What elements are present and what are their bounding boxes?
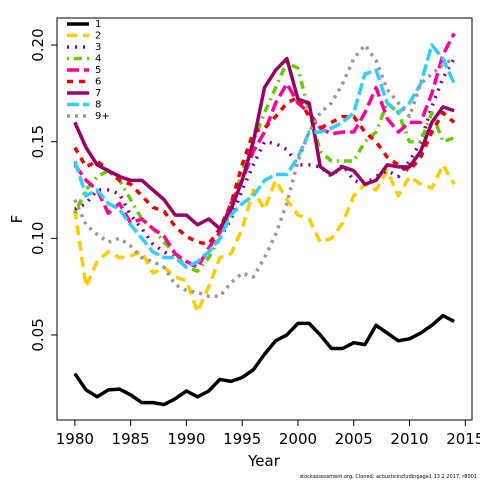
x-tick-label: 2015 — [446, 430, 480, 448]
x-tick-label: 2010 — [390, 430, 428, 448]
series-line — [73, 43, 455, 299]
plot-frame — [56, 17, 473, 421]
series-line — [74, 57, 456, 270]
series-line — [73, 56, 455, 231]
x-tick-label: 1995 — [223, 430, 261, 448]
series-line — [73, 163, 456, 314]
legend-label: 9+ — [95, 111, 110, 122]
legend-label: 8 — [95, 100, 101, 111]
y-tick-label: 0.20 — [29, 28, 47, 61]
legend-label: 6 — [95, 77, 101, 88]
series-line — [73, 32, 456, 270]
x-tick-label: 1980 — [56, 430, 94, 448]
series-line — [73, 43, 456, 270]
footnote: stockassessment.org, Cloned: acousticinc… — [300, 474, 477, 480]
y-axis-label: F — [8, 215, 26, 224]
legend-label: 5 — [95, 65, 101, 76]
x-tick-label: 2000 — [279, 430, 317, 448]
series-line — [73, 95, 456, 246]
x-tick-label: 1990 — [167, 430, 205, 448]
legend-label: 7 — [95, 88, 101, 99]
y-tick-label: 0.15 — [29, 125, 47, 158]
legend-label: 4 — [95, 54, 101, 65]
series-line — [73, 313, 455, 407]
y-tick-label: 0.10 — [29, 222, 47, 255]
legend-label: 1 — [95, 19, 101, 30]
x-tick-label: 1985 — [112, 430, 150, 448]
x-axis-label: Year — [247, 452, 281, 470]
legend-label: 2 — [95, 31, 101, 42]
y-tick-label: 0.05 — [29, 318, 47, 351]
legend-label: 3 — [95, 42, 101, 53]
x-tick-label: 2005 — [335, 430, 373, 448]
